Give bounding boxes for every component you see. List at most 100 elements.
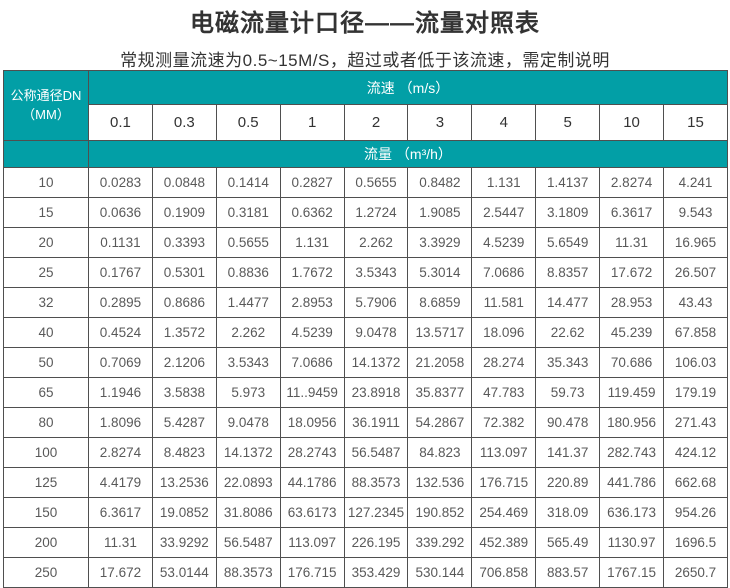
- corner-header-dn: 公称通径DN （MM）: [3, 70, 89, 141]
- flow-value-cell: 452.389: [471, 527, 537, 558]
- flow-value-cell: 17.672: [88, 557, 153, 588]
- velocity-value: 2: [343, 104, 409, 141]
- flow-value-cell: 1.7672: [279, 257, 345, 288]
- flow-value-cell: 180.956: [599, 407, 665, 438]
- flow-value-cell: 176.715: [279, 557, 345, 588]
- flow-value-cell: 8.8357: [535, 257, 601, 288]
- flow-value-cell: 28.953: [599, 287, 665, 318]
- flow-value-cell: 318.09: [535, 497, 601, 528]
- flow-value-cell: 59.73: [535, 377, 601, 408]
- flow-value-cell: 0.8836: [215, 257, 281, 288]
- flow-value-cell: 56.5487: [343, 437, 409, 468]
- dn-cell: 20: [3, 227, 89, 258]
- flow-value-cell: 883.57: [535, 557, 601, 588]
- velocity-value: 1: [279, 104, 345, 141]
- dn-cell: 125: [3, 467, 89, 498]
- flow-value-cell: 3.1809: [535, 197, 601, 228]
- flow-value-cell: 127.2345: [343, 497, 409, 528]
- flow-value-cell: 254.469: [471, 497, 537, 528]
- flow-value-cell: 22.0893: [215, 467, 281, 498]
- flow-value-cell: 53.0144: [151, 557, 217, 588]
- flow-label-row: 流量 （m³/h）: [3, 140, 728, 168]
- flow-value-cell: 0.5301: [151, 257, 217, 288]
- flow-value-cell: 11.581: [471, 287, 537, 318]
- flow-value-cell: 5.6549: [535, 227, 601, 258]
- table-row: 25 0.1767 0.5301 0.8836 1.7672 3.5343 5.3014 7.…: [3, 257, 728, 288]
- flow-header-spacer: [3, 140, 89, 168]
- flow-value-cell: 1.9085: [407, 197, 473, 228]
- flow-value-cell: 14.477: [535, 287, 601, 318]
- flow-value-cell: 1696.5: [663, 527, 728, 558]
- flow-value-cell: 119.459: [599, 377, 665, 408]
- flow-value-cell: 5.973: [215, 377, 281, 408]
- flow-value-cell: 35.343: [535, 347, 601, 378]
- flow-value-cell: 31.8086: [215, 497, 281, 528]
- flow-value-cell: 226.195: [343, 527, 409, 558]
- table-head: 公称通径DN （MM） 流速 （m/s） 0.1 0.3 0.5 1 2 3 4 5 10 15 …: [3, 70, 728, 168]
- flow-value-cell: 5.3014: [407, 257, 473, 288]
- flow-value-cell: 706.858: [471, 557, 537, 588]
- flow-value-cell: 0.5655: [215, 227, 281, 258]
- dn-cell: 100: [3, 437, 89, 468]
- flow-value-cell: 44.1786: [279, 467, 345, 498]
- flow-value-cell: 5.7906: [343, 287, 409, 318]
- flow-value-cell: 0.8686: [151, 287, 217, 318]
- flow-value-cell: 21.2058: [407, 347, 473, 378]
- flow-value-cell: 56.5487: [215, 527, 281, 558]
- flow-value-cell: 90.478: [535, 407, 601, 438]
- page-title: 电磁流量计口径——流量对照表: [190, 10, 540, 37]
- flow-value-cell: 0.4524: [88, 317, 153, 348]
- table-row: 32 0.2895 0.8686 1.4477 2.8953 5.7906 8.6859 11…: [3, 287, 728, 318]
- flow-value-cell: 0.2895: [88, 287, 153, 318]
- flow-value-cell: 424.12: [663, 437, 728, 468]
- flow-value-cell: 33.9292: [151, 527, 217, 558]
- flow-value-cell: 190.852: [407, 497, 473, 528]
- flow-value-cell: 13.2536: [151, 467, 217, 498]
- table-body: 10 0.0283 0.0848 0.1414 0.2827 0.5655 0.8482 1.…: [3, 167, 728, 588]
- velocity-value: 10: [599, 104, 665, 141]
- flow-value-cell: 3.3929: [407, 227, 473, 258]
- table-row: 150 6.3617 19.0852 31.8086 63.6173 127.2345 19…: [3, 497, 728, 528]
- flow-value-cell: 9.543: [663, 197, 728, 228]
- flow-value-cell: 72.382: [471, 407, 537, 438]
- corner-header-line1: 公称通径DN: [10, 87, 82, 103]
- dn-cell: 25: [3, 257, 89, 288]
- flow-value-cell: 14.1372: [215, 437, 281, 468]
- flow-value-cell: 0.3181: [215, 197, 281, 228]
- flow-value-cell: 7.0686: [279, 347, 345, 378]
- flow-value-cell: 141.37: [535, 437, 601, 468]
- velocity-value: 3: [407, 104, 473, 141]
- flow-value-cell: 0.1767: [88, 257, 153, 288]
- flow-value-cell: 2.8274: [88, 437, 153, 468]
- flow-value-cell: 63.6173: [279, 497, 345, 528]
- flow-value-cell: 2650.7: [663, 557, 728, 588]
- flow-value-cell: 0.8482: [407, 167, 473, 198]
- flow-value-cell: 26.507: [663, 257, 728, 288]
- velocity-label-row: 公称通径DN （MM） 流速 （m/s）: [3, 70, 728, 141]
- dn-cell: 40: [3, 317, 89, 348]
- flow-value-cell: 28.274: [471, 347, 537, 378]
- flow-value-cell: 84.823: [407, 437, 473, 468]
- flow-value-cell: 43.43: [663, 287, 728, 318]
- flow-value-cell: 0.1414: [215, 167, 281, 198]
- flow-value-cell: 3.5343: [343, 257, 409, 288]
- velocity-value: 0.1: [88, 104, 153, 141]
- flow-value-cell: 9.0478: [215, 407, 281, 438]
- table-row: 250 17.672 53.0144 88.3573 176.715 353.429 530…: [3, 557, 728, 588]
- flow-value-cell: 2.5447: [471, 197, 537, 228]
- flow-value-cell: 14.1372: [343, 347, 409, 378]
- flow-value-cell: 1.1946: [88, 377, 153, 408]
- table-row: 100 2.8274 8.4823 14.1372 28.2743 56.5487 84.8…: [3, 437, 728, 468]
- dn-cell: 250: [3, 557, 89, 588]
- flow-value-cell: 4.241: [663, 167, 728, 198]
- flow-value-cell: 0.5655: [343, 167, 409, 198]
- flow-value-cell: 353.429: [343, 557, 409, 588]
- flow-value-cell: 8.4823: [151, 437, 217, 468]
- flow-value-cell: 106.03: [663, 347, 728, 378]
- flow-value-cell: 339.292: [407, 527, 473, 558]
- flow-value-cell: 179.19: [663, 377, 728, 408]
- velocity-value: 4: [471, 104, 537, 141]
- table-row: 125 4.4179 13.2536 22.0893 44.1786 88.3573 132…: [3, 467, 728, 498]
- flow-value-cell: 132.536: [407, 467, 473, 498]
